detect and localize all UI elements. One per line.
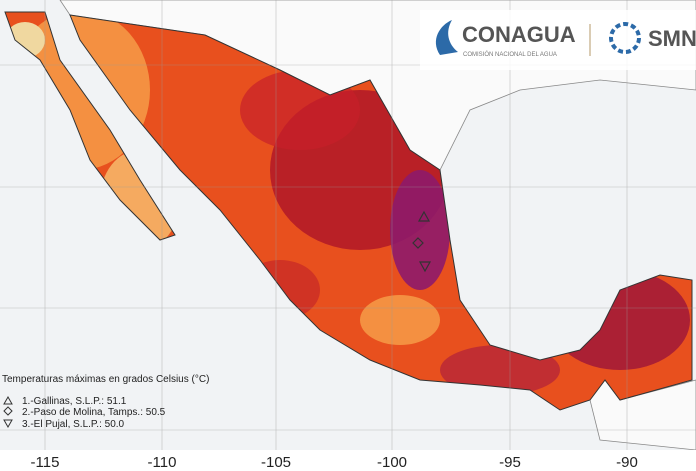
legend: Temperaturas máximas en grados Celsius (…	[2, 374, 209, 430]
legend-symbol	[3, 419, 13, 429]
lon-label: -105	[261, 454, 291, 471]
legend-entry: 3.-El Pujal, S.L.P.: 50.0	[22, 419, 125, 430]
legend-title: Temperaturas máximas en grados Celsius (…	[2, 374, 209, 385]
lon-label: -95	[499, 454, 521, 471]
country-outline	[4, 11, 693, 411]
legend-entry: 2.-Paso de Molina, Tamps.: 50.5	[22, 407, 166, 418]
logo-box	[420, 10, 696, 70]
legend-symbol	[3, 395, 13, 405]
smn-icon	[609, 22, 641, 54]
lon-label: -110	[148, 454, 177, 471]
station-markers	[412, 210, 432, 273]
lon-label: -90	[616, 454, 638, 471]
graticule	[0, 0, 696, 450]
logo-subtitle: COMISIÓN NACIONAL DEL AGUA	[463, 51, 557, 58]
legend-entry: 1.-Gallinas, S.L.P.: 51.1	[22, 396, 127, 407]
axis-band	[0, 450, 696, 471]
lon-label: -100	[377, 454, 407, 471]
logo2-name: SMN	[648, 26, 696, 51]
logo-name: CONAGUA	[462, 22, 576, 47]
legend-symbol	[3, 406, 13, 416]
conagua-icon	[435, 20, 458, 55]
lon-label: -115	[31, 454, 60, 471]
